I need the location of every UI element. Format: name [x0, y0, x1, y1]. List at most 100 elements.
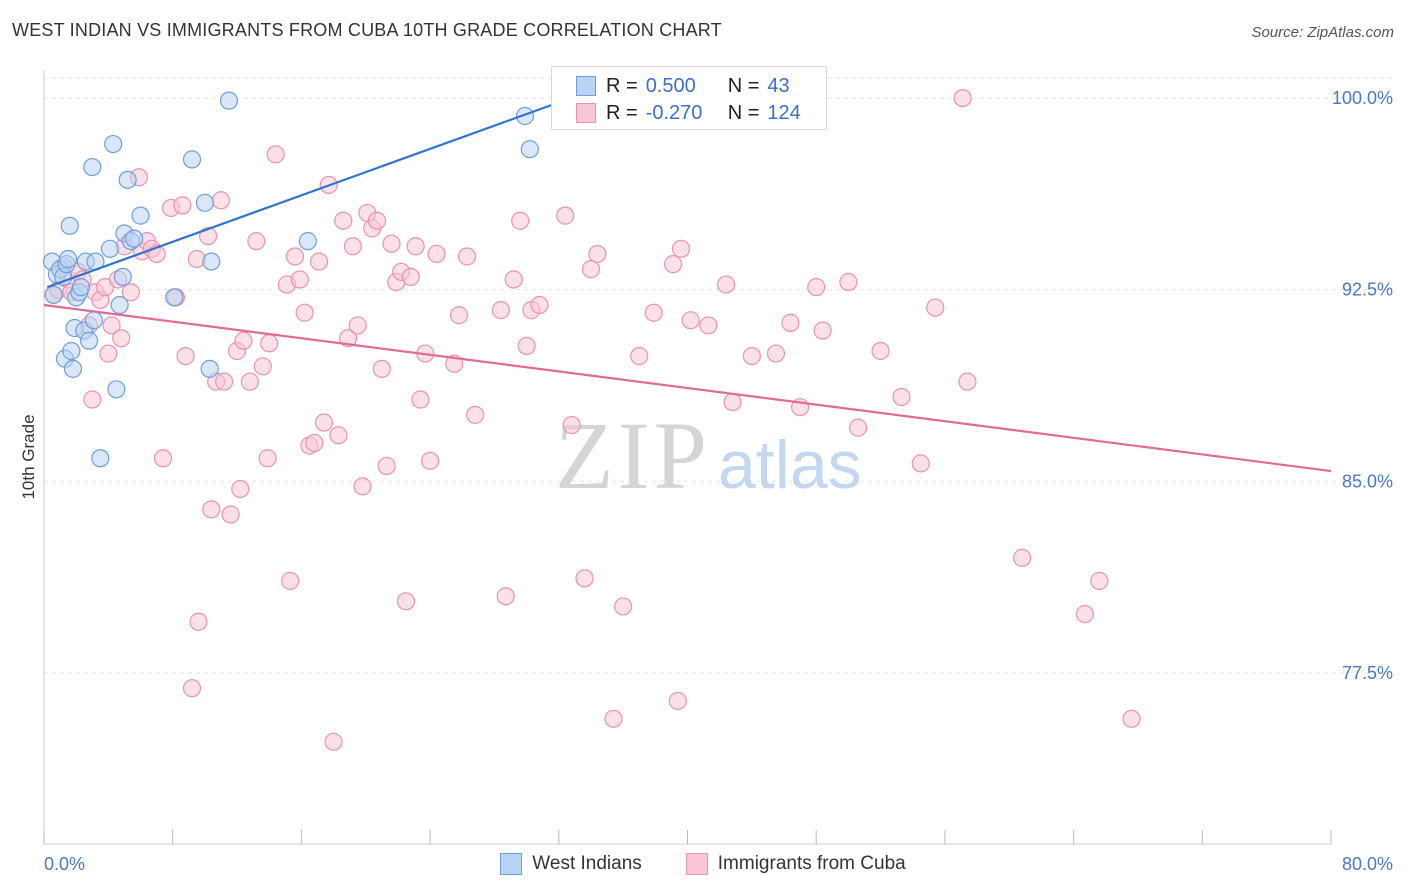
immigrants-from-cuba-point [1090, 571, 1109, 590]
immigrants-from-cuba-point [377, 456, 396, 476]
immigrants-from-cuba-point [290, 270, 309, 289]
x-tick-label-max: 80.0% [1342, 854, 1393, 874]
immigrants-from-cuba-point [953, 88, 972, 108]
immigrants-from-cuba-point [926, 298, 945, 317]
immigrants-from-cuba-point [699, 316, 718, 335]
immigrants-from-cuba-point [353, 477, 372, 496]
immigrants-from-cuba-point [530, 295, 549, 315]
west-indians-point [195, 193, 214, 212]
legend-r-value: 0.500 [645, 74, 696, 97]
immigrants-from-cuba-point [807, 278, 826, 297]
immigrants-from-cuba-point [671, 239, 691, 258]
y-axis-tick-labels: 100.0% 92.5% 85.0% 77.5% [1332, 88, 1393, 683]
immigrants-from-cuba-point [813, 321, 832, 340]
immigrants-from-cuba-point [260, 334, 279, 353]
immigrants-from-cuba-point [766, 344, 786, 363]
trend-lines [43, 86, 1332, 473]
legend-item-immigrants-from-cuba: Immigrants from Cuba [685, 853, 906, 875]
immigrants-from-cuba-point [406, 237, 425, 256]
immigrants-from-cuba-point [511, 211, 530, 230]
immigrants-from-cuba-point [121, 283, 140, 302]
immigrants-from-cuba-point [668, 691, 687, 711]
immigrants-from-cuba-point [338, 329, 358, 348]
x-tick-label-min: 0.0% [44, 854, 85, 874]
legend-r-label: R = [606, 74, 638, 97]
west-indians-point [520, 140, 539, 159]
west-indians-point [44, 285, 63, 304]
immigrants-from-cuba-point [234, 331, 253, 350]
west-indians-point [182, 150, 202, 169]
immigrants-from-cuba-point [189, 612, 208, 631]
immigrants-from-cuba-point [604, 709, 623, 728]
west-indians-point [131, 206, 150, 225]
west-indians-point [84, 311, 103, 330]
legend-n-value: 43 [767, 74, 790, 97]
immigrants-from-cuba-point [911, 454, 930, 473]
immigrants-from-cuba-point [372, 359, 391, 378]
west-indians-point [63, 359, 83, 378]
west-indians-point [107, 380, 126, 399]
immigrants-from-cuba-point [281, 571, 300, 590]
west-indians-point [219, 91, 239, 110]
legend-n-label: N = [727, 101, 760, 124]
legend-r-label: R = [606, 101, 638, 124]
immigrants-from-cuba-point [401, 267, 420, 287]
immigrants-from-cuba-point [614, 597, 633, 616]
series-legend: West Indians Immigrants from Cuba [0, 850, 1406, 878]
immigrants-from-cuba-point [421, 451, 440, 470]
legend-swatch-blue [500, 853, 523, 875]
x-axis-ticks [43, 830, 1332, 844]
immigrants-from-cuba-point [112, 329, 131, 348]
legend-row-immigrants-from-cuba: R = -0.270 N = 124 [576, 100, 801, 126]
immigrants-from-cuba-point [309, 252, 329, 271]
immigrants-from-cuba-point [504, 270, 523, 289]
west-indians-point [515, 106, 535, 126]
immigrants-from-cuba-point [305, 433, 324, 453]
y-tick-label: 100.0% [1332, 88, 1393, 108]
trend-line-west-indians [46, 86, 600, 289]
west-indians-point [71, 278, 91, 297]
immigrants-from-cuba-point [334, 211, 353, 230]
west-indians-point [83, 157, 102, 177]
immigrants-from-cuba-point [458, 247, 477, 266]
immigrants-from-cuba-point [240, 372, 260, 391]
immigrants-from-cuba-point [367, 211, 387, 230]
west-indians-point [62, 341, 81, 361]
immigrants-from-cuba-point [1013, 548, 1032, 568]
west-indians-point [104, 134, 123, 154]
immigrants-from-cuba-point [644, 303, 663, 322]
immigrants-from-cuba-point [1075, 604, 1094, 624]
immigrants-from-cuba-point [231, 479, 250, 499]
y-tick-label: 85.0% [1342, 471, 1393, 491]
immigrants-from-cuba-point [517, 336, 536, 355]
west-indians-point [60, 216, 79, 235]
immigrants-from-cuba-point [723, 392, 742, 412]
west-indians-point [110, 295, 129, 315]
immigrants-from-cuba-point [562, 415, 581, 435]
legend-swatch-pink [576, 103, 596, 123]
y-tick-label: 92.5% [1342, 280, 1393, 300]
immigrants-from-cuba-point [324, 732, 343, 751]
immigrants-from-cuba-point [83, 390, 102, 409]
legend-label-west-indians: West Indians [532, 853, 642, 874]
immigrants-from-cuba-point [466, 405, 485, 424]
chart-title: WEST INDIAN VS IMMIGRANTS FROM CUBA 10TH… [12, 20, 722, 40]
immigrants-from-cuba-point [153, 449, 173, 468]
west-indians-point [165, 288, 184, 307]
immigrants-from-cuba-point [343, 237, 362, 256]
y-tick-label: 77.5% [1342, 663, 1393, 683]
west-indians-point [113, 267, 132, 287]
immigrants-from-cuba-point [221, 505, 240, 524]
immigrants-from-cuba-point [781, 313, 800, 332]
legend-swatch-pink [685, 853, 708, 875]
immigrants-from-cuba-point [411, 390, 430, 409]
west-indians-point [202, 252, 221, 271]
legend-item-west-indians: West Indians [500, 853, 642, 875]
immigrants-from-cuba-point [742, 346, 761, 366]
immigrants-from-cuba-point [496, 587, 515, 606]
west-indians-point [124, 229, 144, 248]
immigrants-from-cuba-point [427, 244, 446, 264]
legend-row-west-indians: R = 0.500 N = 43 [576, 73, 790, 99]
immigrants-from-cuba-point [329, 426, 348, 445]
series-west-indians [42, 91, 539, 468]
